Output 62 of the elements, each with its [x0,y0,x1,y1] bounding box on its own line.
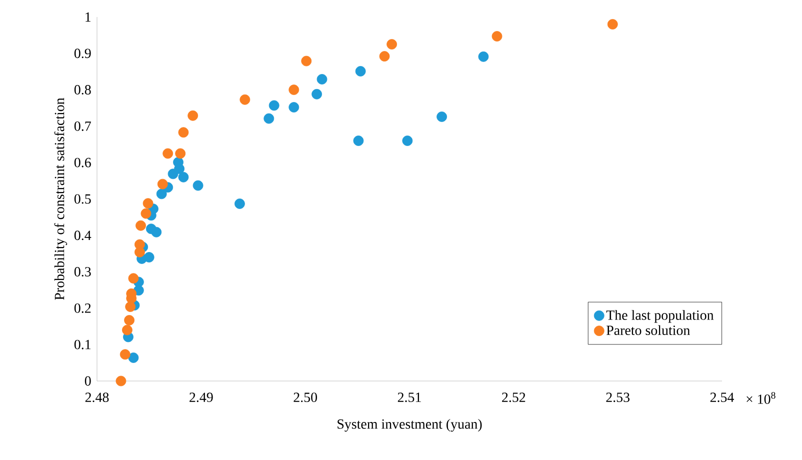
y-tick-label: 0.6 [74,158,91,168]
x-tick-label: 2.53 [606,392,630,402]
point [136,220,146,231]
point [607,19,618,30]
point [355,66,366,76]
x-tick-label: 2.54 [710,392,734,402]
y-axis-title: Probability of constraint satisfaction [54,98,68,300]
point [436,112,447,122]
point [162,148,174,159]
y-tick-label: 0.7 [74,121,91,131]
legend-label: The last population [606,310,714,323]
point [379,51,390,62]
y-tick-label: 0.8 [74,85,91,95]
x-tick-label: 2.51 [398,392,421,402]
point [268,100,280,111]
point [146,224,156,234]
point [175,148,186,159]
y-tick-label: 0.3 [74,267,91,277]
point [120,349,130,360]
point [402,136,413,146]
point [128,273,139,284]
x-tick-label: 2.52 [502,392,526,402]
point [174,164,184,174]
point [122,324,132,336]
point [353,136,364,146]
point [301,56,312,66]
point [140,208,152,219]
y-tick-label: 0.4 [74,230,92,240]
text: × 10$^{8}$ [746,392,776,404]
legend-label: Pareto solution [606,325,690,336]
point [288,84,300,95]
point [234,198,245,209]
point [316,74,328,84]
point [264,113,274,124]
point [144,252,154,262]
point [178,172,189,182]
point [240,94,250,105]
point [312,88,322,100]
point [128,352,139,363]
x-axis-title: System investment (yuan) [338,418,482,432]
point [178,127,189,138]
point [156,188,167,200]
y-tick-label: 0.9 [74,48,91,58]
y-tick-label: 1 [86,12,91,22]
point [116,376,126,386]
point [478,51,489,62]
point [134,239,145,250]
point [492,31,502,42]
x-tick-label: 2.50 [294,392,317,402]
point [124,315,134,326]
point [142,198,154,209]
y-tick-label: 0.5 [74,194,91,204]
x-tick-label: 2.48 [85,392,109,402]
point [192,180,204,191]
y-tick-label: 0.2 [74,303,91,313]
point [157,178,168,190]
y-tick-label: 0.1 [74,340,91,350]
x-tick-label: 2.49 [190,392,213,402]
point [288,102,300,112]
y-tick-label: 0 [84,376,91,386]
point [386,39,397,50]
point [188,110,198,121]
